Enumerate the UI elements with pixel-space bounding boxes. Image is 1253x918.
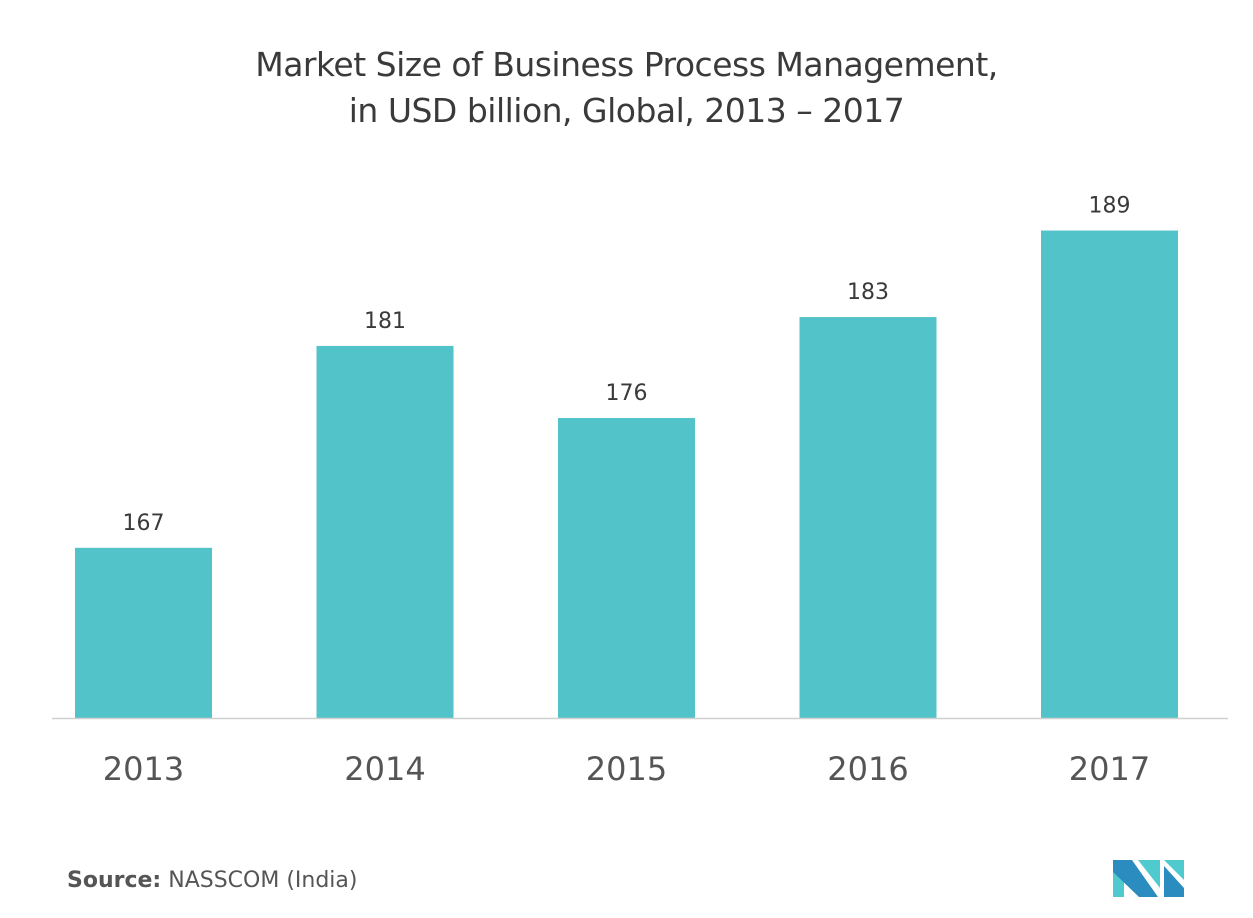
data-label-2013: 167 <box>123 511 165 536</box>
bar-2016 <box>799 317 937 718</box>
chart-title-line1: Market Size of Business Process Manageme… <box>255 45 998 84</box>
x-tick-label-2014: 2014 <box>344 750 425 788</box>
data-label-2014: 181 <box>364 309 406 334</box>
company-logo <box>1113 860 1184 897</box>
logo-blue-diagonal <box>1113 860 1158 897</box>
logo-teal-mid <box>1138 860 1160 888</box>
x-tick-label-2015: 2015 <box>586 750 667 788</box>
data-label-2016: 183 <box>847 280 889 305</box>
source-label: Source: <box>67 868 162 893</box>
data-label-2017: 189 <box>1089 194 1131 219</box>
source-text: NASSCOM (India) <box>168 868 358 893</box>
chart-title: Market Size of Business Process Manageme… <box>0 42 1253 134</box>
logo-teal-right <box>1164 860 1184 880</box>
bar-2015 <box>558 418 695 718</box>
bar-2013 <box>75 547 212 718</box>
x-tick-label-2013: 2013 <box>103 750 184 788</box>
x-tick-label-2017: 2017 <box>1069 750 1150 788</box>
bar-2017 <box>1041 230 1178 719</box>
logo-blue-right <box>1164 866 1184 897</box>
data-label-2015: 176 <box>606 381 648 406</box>
bar-2014 <box>316 345 454 718</box>
chart-subtitle: in USD billion, Global, 2013 – 2017 <box>348 91 905 130</box>
x-tick-label-2016: 2016 <box>827 750 908 788</box>
source-note: Source: NASSCOM (India) <box>67 868 357 893</box>
